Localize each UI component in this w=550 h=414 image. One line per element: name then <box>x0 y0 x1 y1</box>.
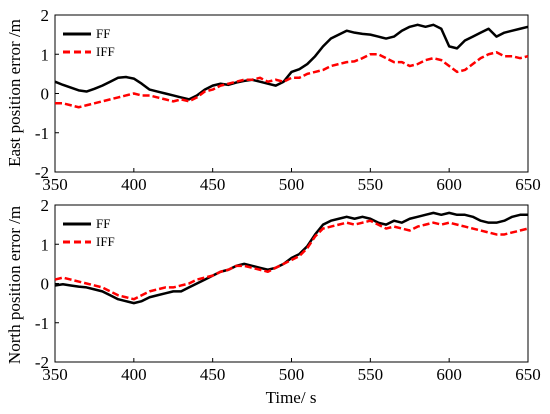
north-series <box>54 211 529 305</box>
north-axes: 350 400 450 500 550 600 650 2 1 0 -1 -2 <box>35 196 541 384</box>
east-series <box>54 23 529 109</box>
north-series-iff-line <box>54 219 529 301</box>
north-y-tick-label: 0 <box>41 275 50 294</box>
north-x-tick-label: 550 <box>358 365 384 384</box>
north-x-tick-label: 450 <box>200 365 226 384</box>
east-plot-frame <box>54 14 529 173</box>
north-error-chart: 350 400 450 500 550 600 650 2 1 0 -1 -2 North posit… <box>5 196 541 407</box>
east-y-tick-label: 1 <box>41 45 50 64</box>
north-x-tick-label: 500 <box>279 365 305 384</box>
east-x-tick-label: 450 <box>200 175 226 194</box>
north-legend: FF IFF <box>63 216 115 249</box>
north-legend-ff-label: FF <box>96 216 110 231</box>
east-x-tick-label: 600 <box>436 175 462 194</box>
east-y-axis-label: East position error /m <box>5 19 24 167</box>
east-x-tick-label: 400 <box>121 175 147 194</box>
east-y-tick-label: 2 <box>41 6 50 25</box>
east-legend-ff-label: FF <box>96 26 110 41</box>
north-x-tick-label: 400 <box>121 365 147 384</box>
north-y-tick-label: -1 <box>35 314 49 333</box>
east-x-tick-label: 350 <box>42 175 68 194</box>
east-y-tick-label: -2 <box>35 163 49 182</box>
north-y-axis-label: North position error /m <box>5 206 24 364</box>
east-legend-iff-label: IFF <box>96 44 115 59</box>
east-y-tick-label: 0 <box>41 85 50 104</box>
north-y-tick-label: -2 <box>35 353 49 372</box>
east-x-tick-label: 500 <box>279 175 305 194</box>
north-legend-iff-label: IFF <box>96 234 115 249</box>
east-axes: 350 400 450 500 550 600 650 2 1 0 -1 -2 <box>35 6 541 194</box>
east-y-tick-label: -1 <box>35 124 49 143</box>
east-series-iff-line <box>55 51 529 109</box>
east-x-tick-label: 550 <box>358 175 384 194</box>
north-y-tick-label: 2 <box>41 196 50 215</box>
north-x-tick-label: 350 <box>42 365 68 384</box>
east-legend: FF IFF <box>63 26 115 59</box>
north-x-tick-label: 600 <box>436 365 462 384</box>
east-series-ff-line <box>54 23 529 101</box>
north-series-ff-line <box>54 211 528 305</box>
north-y-tick-label: 1 <box>41 235 50 254</box>
east-x-tick-label: 650 <box>515 175 541 194</box>
north-x-tick-label: 650 <box>515 365 541 384</box>
north-plot-frame <box>54 204 529 363</box>
north-x-axis-label: Time/ s <box>266 388 317 407</box>
east-error-chart: 350 400 450 500 550 600 650 2 1 0 -1 -2 East positi… <box>5 6 541 194</box>
